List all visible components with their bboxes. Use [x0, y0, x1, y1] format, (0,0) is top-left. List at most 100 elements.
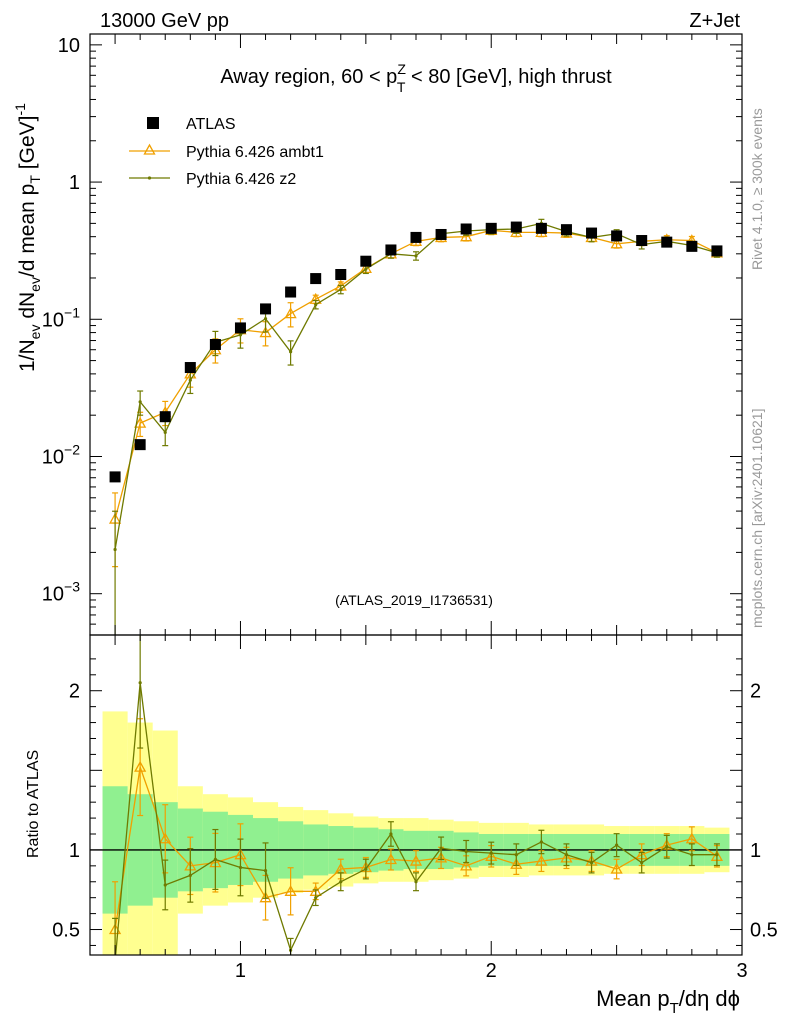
main-ambt1-line	[114, 229, 718, 520]
title-post: < 80 [GeV], high thrust	[405, 66, 612, 88]
atlas-data-point	[535, 222, 547, 234]
ratio-ambt1-point	[384, 853, 398, 865]
ratio-z2-point	[414, 880, 418, 884]
main-series-group	[108, 218, 724, 635]
ratio-z2-point	[238, 865, 243, 870]
main-y-axis-label: 1/Nev dNev/d mean pT [GeV]-1	[12, 103, 43, 372]
ylabel-part-0: 1/N	[16, 339, 39, 372]
tick-base: 10	[42, 446, 64, 468]
ratio-y-tick-label-left: 0.5	[52, 920, 80, 942]
atlas-data-point	[435, 228, 447, 240]
ratio-z2-point	[213, 857, 217, 862]
atlas-data-point	[661, 236, 673, 248]
ratio-z2-point	[514, 853, 518, 857]
xlabel-part-2: /dη dϕ	[679, 986, 740, 1011]
main-ambt1-point	[284, 307, 297, 319]
tick-exponent: −3	[64, 579, 80, 595]
main-y-tick-label: 10−3	[42, 579, 80, 606]
ratio-ambt1-point	[460, 859, 473, 871]
main-z2-point	[414, 254, 418, 258]
atlas-data-point	[586, 227, 598, 239]
ratio-y-tick-label-right: 0.5	[750, 920, 778, 942]
atlas-data-point	[159, 411, 171, 423]
ratio-ambt1-point	[510, 857, 523, 869]
ylabel-part-5: T	[27, 175, 43, 184]
ylabel-part-3: ev	[27, 277, 43, 292]
ratio-z2-point	[589, 861, 594, 865]
ratio-panel: 1 2 3 2 2 1 1 0.5 0.5	[52, 634, 778, 982]
tick-exponent: −1	[64, 304, 80, 320]
legend-atlas-label: ATLAS	[186, 116, 236, 133]
ratio-ambt1-point	[159, 832, 172, 844]
ratio-z2-point	[539, 840, 543, 844]
ratio-ambt1-point	[284, 884, 297, 896]
atlas-data-point	[285, 286, 297, 298]
ratio-ambt1-point	[134, 760, 147, 772]
ratio-z2-point	[339, 880, 343, 884]
main-z2-point	[138, 400, 142, 404]
ratio-z2-point	[615, 843, 619, 847]
ratio-z2-point	[715, 853, 719, 857]
main-ambt1-point	[134, 416, 147, 428]
legend-atlas-marker	[147, 117, 159, 129]
atlas-data-point	[460, 223, 472, 235]
legend-ambt1-label: Pythia 6.426 ambt1	[186, 144, 324, 161]
ratio-ambt1-point	[409, 854, 423, 866]
ratio-z2-point	[314, 896, 318, 900]
ratio-z2-point	[690, 853, 694, 857]
legend: ATLAS Pythia 6.426 ambt1 Pythia 6.426 z2	[129, 116, 324, 188]
main-z2-point	[188, 378, 192, 382]
ratio-series-group	[108, 635, 724, 963]
atlas-data-point	[134, 439, 146, 451]
ylabel-part-4: /d mean p	[16, 184, 39, 277]
main-z2-point	[289, 350, 293, 354]
main-y-tick-label: 1	[69, 172, 80, 194]
ratio-y-axis-label: Ratio to ATLAS	[25, 750, 42, 858]
atlas-data-point	[560, 224, 572, 236]
title-sup: Z	[397, 61, 406, 77]
ratio-z2-point	[665, 845, 669, 849]
main-y-tick-label: 10	[58, 35, 80, 57]
atlas-data-point	[410, 231, 422, 243]
ratio-z2-point	[113, 960, 116, 963]
rivet-version-label: Rivet 4.1.0, ≥ 300k events	[749, 108, 765, 270]
main-z2-point	[364, 267, 368, 271]
main-z2-point	[314, 302, 318, 307]
tick-exponent: −2	[64, 441, 80, 457]
atlas-data-point	[385, 244, 397, 256]
ratio-z2-point	[489, 851, 493, 855]
main-z2-point	[238, 333, 243, 337]
x-tick-label: 3	[736, 960, 747, 982]
atlas-data-point	[260, 303, 272, 315]
atlas-data-point	[184, 362, 196, 374]
legend-z2-marker	[147, 176, 152, 180]
ratio-z2-point	[163, 883, 167, 887]
atlas-data-point	[611, 230, 623, 242]
ratio-ambt1-point	[434, 851, 448, 863]
ratio-z2-point	[640, 861, 644, 865]
ylabel-part-7: -1	[12, 103, 28, 116]
main-z2-point	[163, 430, 167, 434]
atlas-data-point	[636, 235, 648, 247]
ratio-z2-point	[364, 867, 368, 871]
tick-base: 10	[42, 584, 64, 606]
x-axis-label: Mean pT/dη dϕ	[596, 986, 740, 1017]
ratio-y-tick-label-left: 1	[69, 840, 80, 862]
ratio-y-tick-label-right: 2	[750, 681, 761, 703]
atlas-data-point	[711, 245, 723, 257]
main-y-tick-label: 10−1	[42, 304, 80, 331]
title-pre: Away region, 60 < p	[220, 66, 397, 88]
ratio-ambt1-point	[610, 862, 623, 874]
plot-title: Away region, 60 < pZ T < 80 [GeV], high t…	[220, 61, 612, 95]
ratio-z2-point	[138, 681, 142, 685]
legend-ambt1-marker	[143, 143, 156, 155]
main-ambt1-point	[460, 230, 473, 242]
main-z2-line	[114, 222, 718, 550]
header-process-label: Z+Jet	[689, 10, 740, 32]
ylabel-part-6: [GeV]	[16, 116, 39, 176]
title-sub: T	[397, 79, 406, 95]
ratio-ambt1-point	[535, 854, 548, 866]
x-tick-label: 1	[235, 960, 246, 982]
xlabel-part-1: T	[670, 1000, 679, 1017]
